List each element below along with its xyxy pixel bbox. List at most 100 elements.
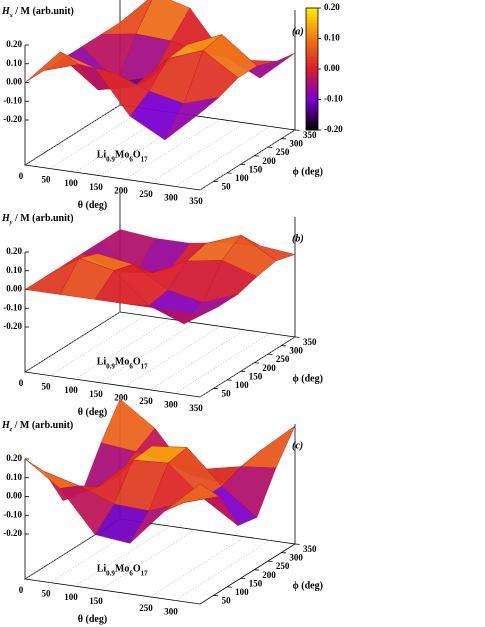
colorbar-band bbox=[306, 11, 318, 15]
grid-line bbox=[49, 108, 146, 169]
y-tick-label: 50 bbox=[222, 388, 232, 398]
colorbar-band bbox=[306, 78, 318, 82]
grid-line bbox=[199, 129, 296, 191]
colorbar-band bbox=[306, 14, 318, 18]
grid-line bbox=[24, 311, 121, 373]
compound-element: Li bbox=[97, 150, 107, 161]
colorbar-band bbox=[306, 23, 318, 27]
colorbar-band bbox=[306, 47, 318, 52]
x-tick-label: 0 bbox=[19, 171, 24, 181]
z-tick-label: -0.10 bbox=[3, 95, 22, 105]
colorbar-band bbox=[306, 126, 318, 131]
compound-element: O bbox=[133, 357, 141, 368]
x-tick-label: 300 bbox=[164, 399, 178, 409]
grid-line bbox=[174, 126, 271, 187]
colorbar-band bbox=[306, 20, 318, 24]
colorbar-band bbox=[306, 32, 318, 36]
colorbar-band bbox=[306, 8, 318, 12]
compound-element: Mo bbox=[115, 150, 129, 161]
x-tick-label: 0 bbox=[19, 585, 24, 595]
z-tick-label: 0.00 bbox=[6, 284, 22, 294]
colorbar-band bbox=[306, 120, 318, 125]
colorbar-tick-label: 0.10 bbox=[324, 33, 340, 43]
y-tick-label: 300 bbox=[289, 346, 303, 356]
compound-sub: 17 bbox=[141, 155, 149, 163]
colorbar-band bbox=[306, 123, 318, 128]
compound-element: O bbox=[133, 564, 141, 575]
x-tick-label: 0 bbox=[19, 378, 24, 388]
x-tick-label: 250 bbox=[139, 603, 153, 613]
grid-line bbox=[174, 333, 271, 394]
colorbar-band bbox=[306, 108, 318, 113]
z-label-rest: / M (arb.unit) bbox=[12, 213, 73, 224]
compound-sub: 0.9 bbox=[106, 362, 115, 370]
x-tick-label: 250 bbox=[139, 189, 153, 199]
y-tick-label: 250 bbox=[276, 354, 290, 364]
colorbar-band bbox=[306, 93, 318, 97]
grid-line bbox=[124, 119, 221, 180]
y-tick-label: 300 bbox=[289, 553, 303, 563]
compound-element: Li bbox=[97, 357, 107, 368]
compound-sub: 6 bbox=[129, 362, 133, 370]
colorbar-band bbox=[306, 75, 318, 79]
y-tick-label: 200 bbox=[262, 570, 276, 580]
colorbar-band bbox=[306, 41, 318, 46]
compound-sub: 0.9 bbox=[106, 155, 115, 163]
grid-line bbox=[124, 326, 221, 387]
colorbar-band bbox=[306, 117, 318, 122]
y-tick-label: 250 bbox=[276, 561, 290, 571]
grid-line bbox=[99, 322, 196, 383]
y-axis-label: ϕ (deg) bbox=[293, 166, 323, 177]
colorbar-tick-label: -0.10 bbox=[324, 94, 343, 104]
x-tick-label: 200 bbox=[114, 185, 128, 195]
x-tick-label: 50 bbox=[42, 589, 52, 599]
compound-element: Mo bbox=[115, 564, 129, 575]
z-label-sub: y bbox=[9, 220, 13, 226]
colorbar-band bbox=[306, 56, 318, 61]
z-label-main: H bbox=[1, 6, 11, 17]
grid-line bbox=[174, 540, 271, 601]
x-tick-label: 50 bbox=[42, 175, 52, 185]
surface-cell bbox=[164, 97, 220, 141]
x-tick-label: 150 bbox=[89, 596, 103, 606]
z-tick-label: -0.20 bbox=[3, 114, 22, 124]
z-axis-label: Hx / M (arb.unit) bbox=[1, 6, 74, 19]
y-tick-label: 350 bbox=[303, 544, 317, 554]
grid-line bbox=[49, 315, 146, 376]
x-tick-label: 350 bbox=[189, 403, 203, 413]
colorbar-band bbox=[306, 111, 318, 116]
x-tick-label: 150 bbox=[89, 182, 103, 192]
x-tick-label: 50 bbox=[42, 382, 52, 392]
compound-label: Li0.9Mo6O17 bbox=[97, 564, 148, 577]
x-axis-label: θ (deg) bbox=[78, 614, 107, 625]
z-tick-label: 0.20 bbox=[6, 453, 22, 463]
colorbar-band bbox=[306, 35, 318, 39]
x-axis-label: θ (deg) bbox=[78, 407, 107, 418]
colorbar-band bbox=[306, 44, 318, 49]
compound-label: Li0.9Mo6O17 bbox=[97, 150, 148, 163]
y-tick-label: 150 bbox=[249, 371, 263, 381]
z-label-sub: z bbox=[9, 427, 13, 433]
z-label-rest: / M (arb.unit) bbox=[13, 6, 74, 17]
z-tick-label: -0.20 bbox=[3, 528, 22, 538]
x-tick-label: 100 bbox=[64, 178, 78, 188]
colorbar-band bbox=[306, 114, 318, 119]
x-axis-label: θ (deg) bbox=[78, 200, 107, 211]
colorbar-band bbox=[306, 62, 318, 67]
grid-line bbox=[24, 104, 121, 166]
colorbar-band bbox=[306, 102, 318, 107]
colorbar-band bbox=[306, 26, 318, 30]
colorbar-band bbox=[306, 29, 318, 33]
y-tick-label: 350 bbox=[303, 130, 317, 140]
z-tick-label: 0.10 bbox=[6, 265, 22, 275]
colorbar-band bbox=[306, 99, 318, 104]
z-label-main: H bbox=[1, 213, 11, 224]
colorbar-band bbox=[306, 105, 318, 110]
compound-sub: 17 bbox=[141, 569, 149, 577]
x-tick-label: 200 bbox=[114, 392, 128, 402]
annotation: (a) bbox=[292, 26, 304, 37]
z-axis-label: Hz / M (arb.unit) bbox=[1, 420, 73, 433]
colorbar-band bbox=[306, 65, 318, 70]
grid-line bbox=[149, 122, 246, 184]
